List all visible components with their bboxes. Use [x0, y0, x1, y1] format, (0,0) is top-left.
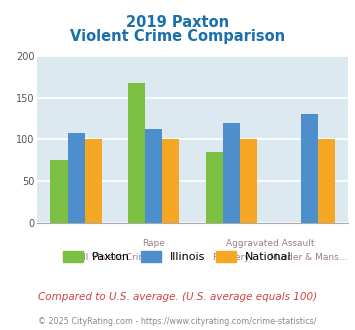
Bar [67, 133, 84, 223]
Text: Rape: Rape [142, 240, 165, 248]
Text: Aggravated Assault: Aggravated Assault [226, 240, 315, 248]
Bar [84, 139, 102, 223]
Bar [50, 160, 67, 223]
Bar [223, 123, 240, 223]
Text: Murder & Mans...: Murder & Mans... [271, 253, 348, 262]
Text: All Violent Crime: All Violent Crime [77, 253, 153, 262]
Text: Compared to U.S. average. (U.S. average equals 100): Compared to U.S. average. (U.S. average … [38, 292, 317, 302]
Text: Violent Crime Comparison: Violent Crime Comparison [70, 29, 285, 44]
Bar [145, 129, 162, 223]
Bar [318, 139, 335, 223]
Bar [301, 115, 318, 223]
Bar [240, 139, 257, 223]
Bar [162, 139, 179, 223]
Text: Robbery: Robbery [213, 253, 250, 262]
Bar [128, 83, 145, 223]
Text: © 2025 CityRating.com - https://www.cityrating.com/crime-statistics/: © 2025 CityRating.com - https://www.city… [38, 317, 317, 326]
Legend: Paxton, Illinois, National: Paxton, Illinois, National [59, 247, 296, 267]
Text: 2019 Paxton: 2019 Paxton [126, 15, 229, 30]
Bar [206, 152, 223, 223]
